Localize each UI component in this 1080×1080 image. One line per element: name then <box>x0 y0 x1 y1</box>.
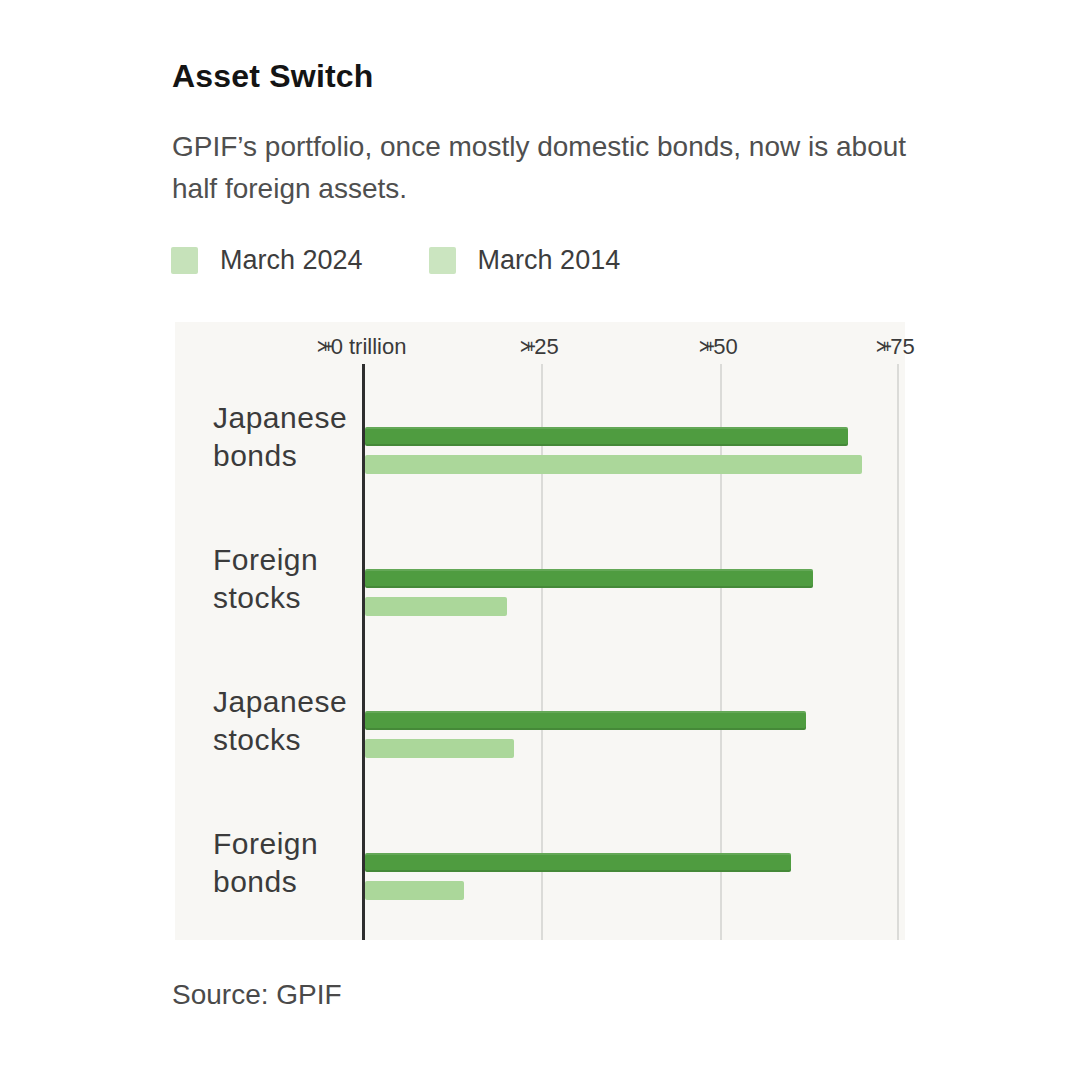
bar-foreign-bonds-2014 <box>365 881 464 900</box>
bar-japanese-bonds-2014 <box>365 455 862 474</box>
category-label-line: bonds <box>213 439 297 472</box>
bar-track <box>365 547 905 627</box>
category-label-line: bonds <box>213 865 297 898</box>
category-label-line: Japanese <box>213 685 347 718</box>
bar-foreign-stocks-2024 <box>365 569 813 588</box>
category-label-line: Foreign <box>213 827 318 860</box>
yen-symbol: ¥ <box>696 341 719 352</box>
legend-swatch-march-2014-icon <box>429 247 456 274</box>
legend-item-march-2014: March 2014 <box>429 245 621 276</box>
legend-label-march-2014: March 2014 <box>478 245 621 276</box>
x-axis-tick-0: ¥0 trillion <box>320 334 407 360</box>
x-axis-tick-50: ¥50 <box>702 334 738 360</box>
legend-swatch-march-2024-icon <box>171 247 198 274</box>
bar-japanese-stocks-2024 <box>365 711 806 730</box>
bar-japanese-bonds-2024 <box>365 427 848 446</box>
category-label-line: Foreign <box>213 543 318 576</box>
category-label-foreign-bonds: Foreign bonds <box>213 825 318 901</box>
bar-group-foreign-stocks: Foreign stocks <box>175 547 905 627</box>
yen-symbol: ¥ <box>873 341 896 352</box>
bar-track <box>365 405 905 485</box>
category-label-japanese-bonds: Japanese bonds <box>213 399 347 475</box>
category-label-line: stocks <box>213 723 301 756</box>
legend-item-march-2024: March 2024 <box>171 245 363 276</box>
category-label-line: Japanese <box>213 401 347 434</box>
bar-group-foreign-bonds: Foreign bonds <box>175 831 905 911</box>
x-axis-tick-25: ¥25 <box>523 334 559 360</box>
legend: March 2024 March 2014 <box>171 245 620 276</box>
bar-chart-panel: ¥0 trillion ¥25 ¥50 ¥75 Japanese bonds F… <box>175 322 905 940</box>
source-note: Source: GPIF <box>172 979 342 1011</box>
category-label-japanese-stocks: Japanese stocks <box>213 683 347 759</box>
chart-title: Asset Switch <box>172 58 374 95</box>
bar-track <box>365 831 905 911</box>
bar-foreign-bonds-2024 <box>365 853 791 872</box>
category-label-line: stocks <box>213 581 301 614</box>
page: Asset Switch GPIF’s portfolio, once most… <box>0 0 1080 1080</box>
x-axis-tick-75: ¥75 <box>879 334 915 360</box>
legend-label-march-2024: March 2024 <box>220 245 363 276</box>
bar-group-japanese-stocks: Japanese stocks <box>175 689 905 769</box>
bar-track <box>365 689 905 769</box>
bar-group-japanese-bonds: Japanese bonds <box>175 405 905 485</box>
chart-subtitle: GPIF’s portfolio, once mostly domestic b… <box>172 126 917 210</box>
yen-symbol: ¥ <box>517 341 540 352</box>
category-label-foreign-stocks: Foreign stocks <box>213 541 318 617</box>
bar-foreign-stocks-2014 <box>365 597 507 616</box>
bar-japanese-stocks-2014 <box>365 739 514 758</box>
yen-symbol: ¥ <box>314 341 337 352</box>
